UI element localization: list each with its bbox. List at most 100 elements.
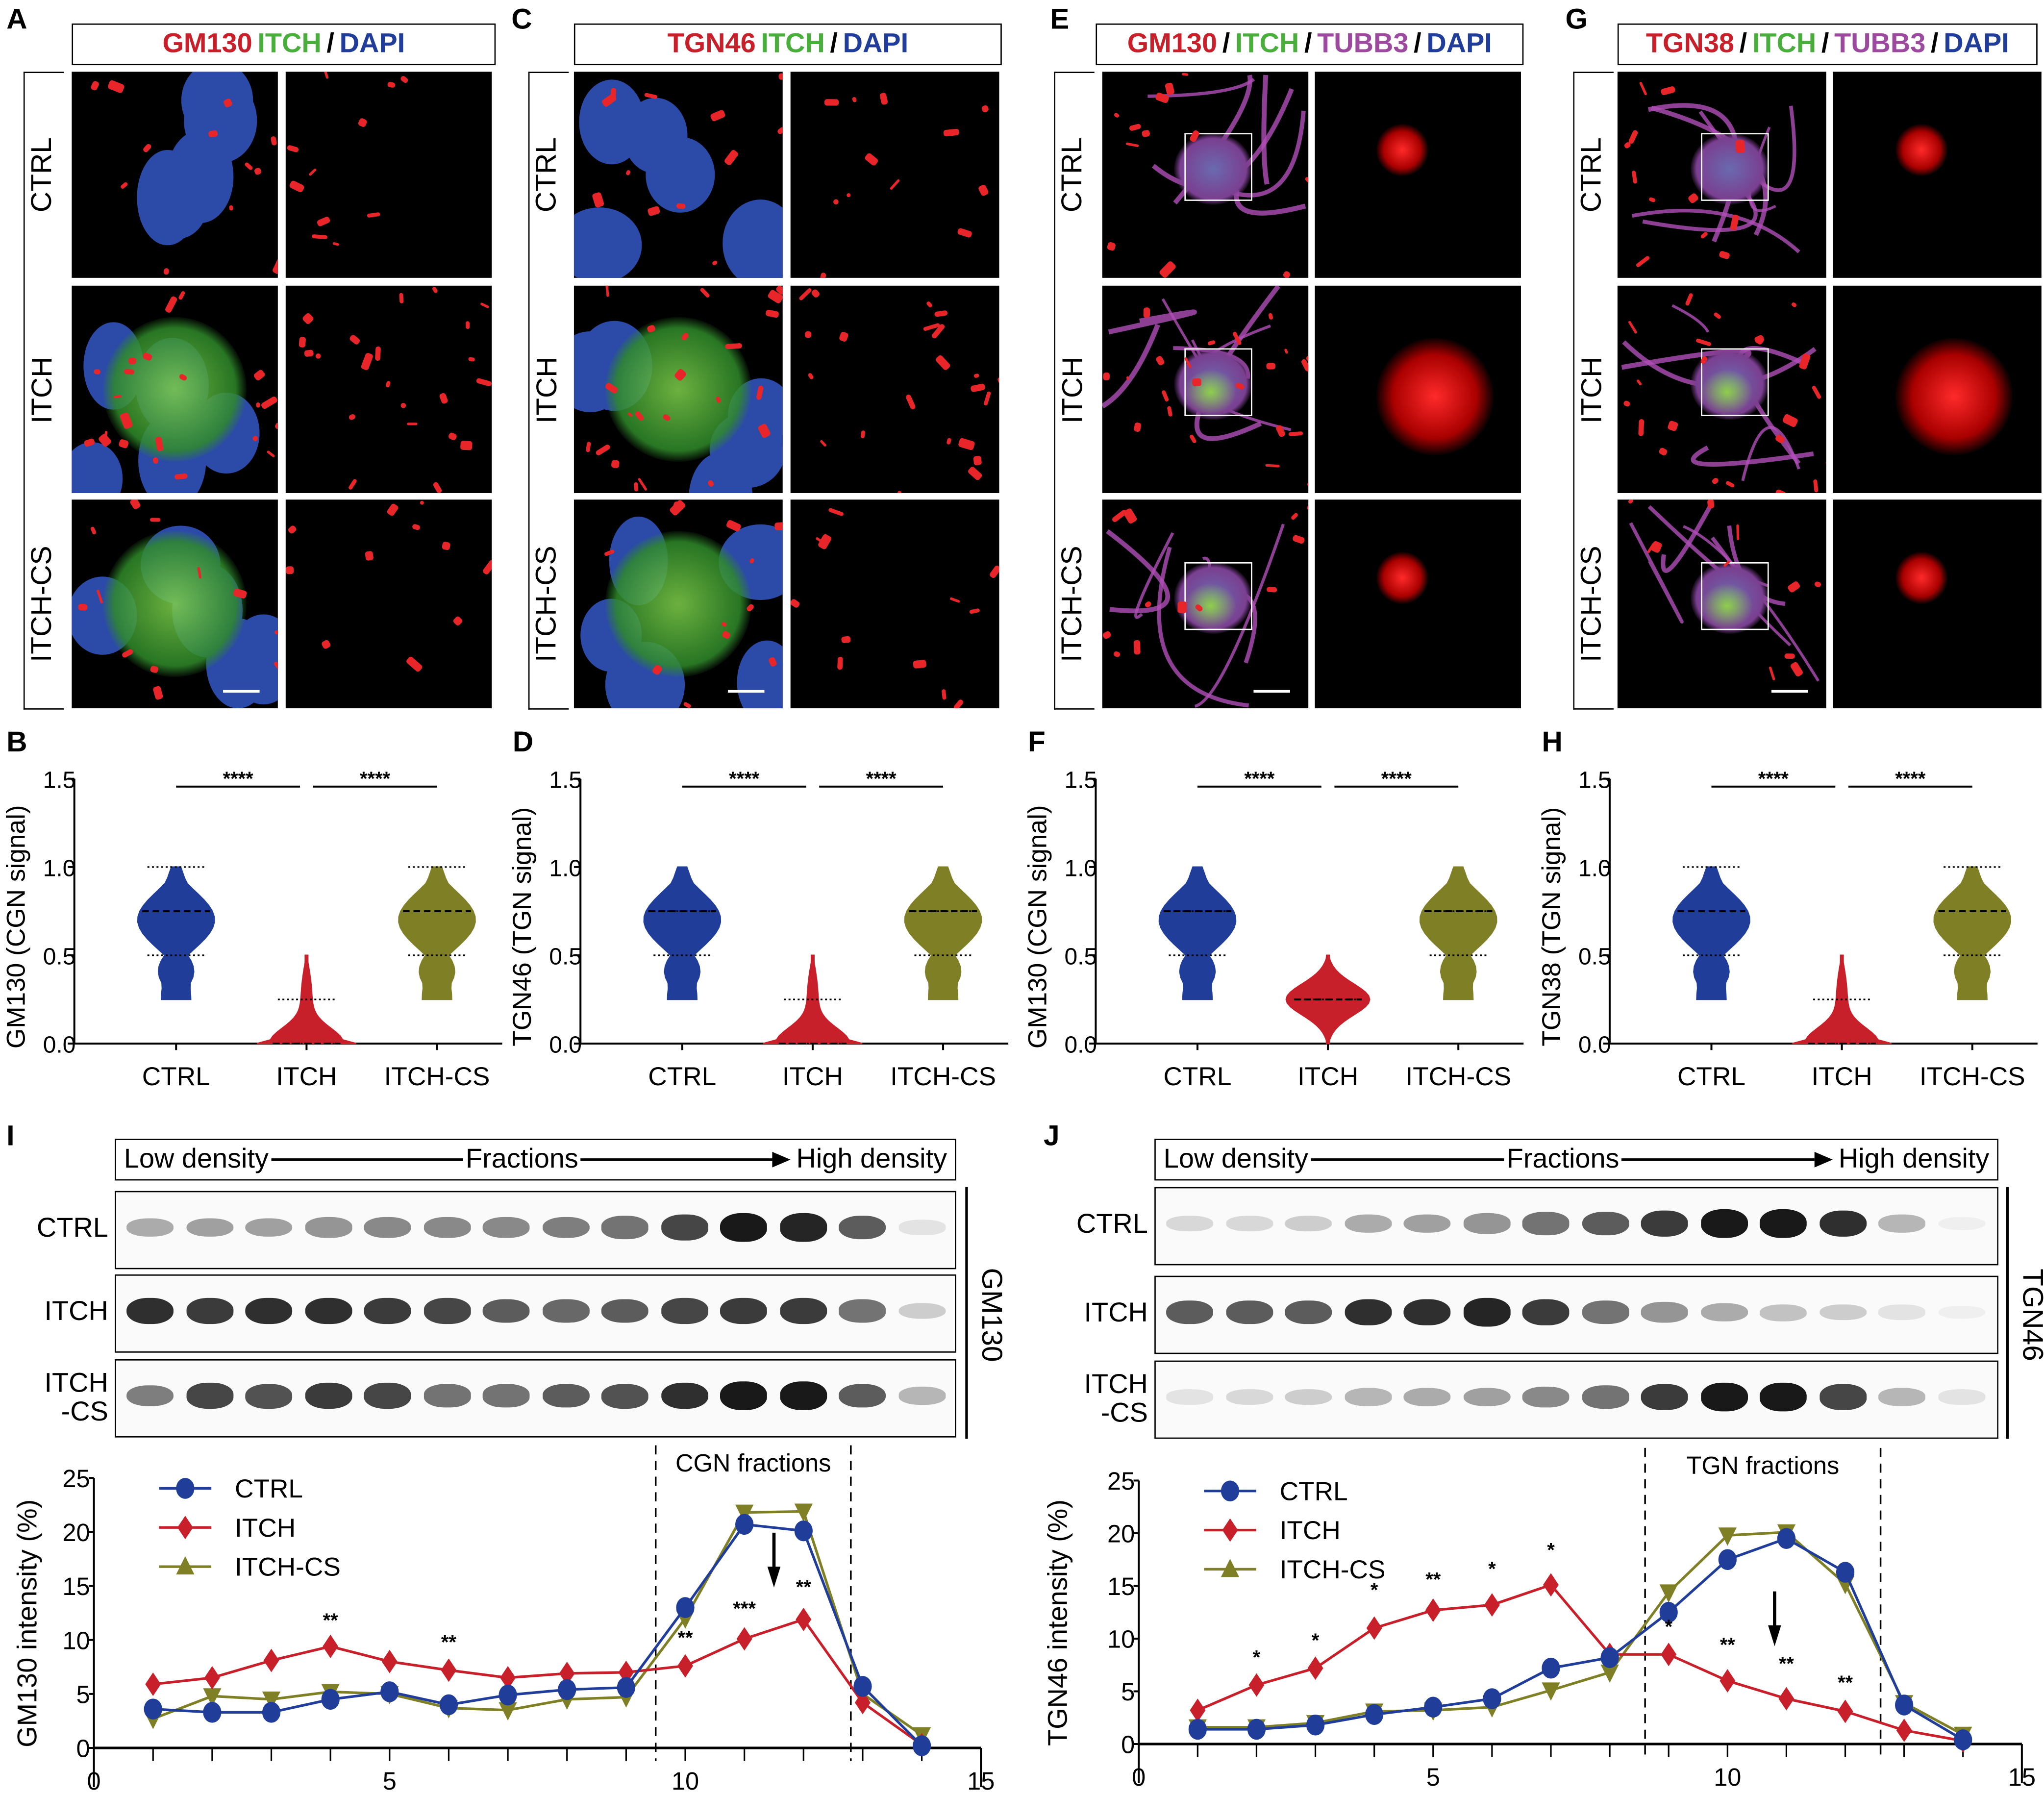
x-tick-label: 15 [967, 1767, 995, 1795]
golgi-signal [163, 268, 170, 275]
data-point-itch [1484, 1593, 1500, 1617]
y-tick-label: 0.5 [1064, 944, 1097, 970]
band [601, 1216, 648, 1239]
zoom-region-box [1184, 562, 1253, 630]
golgi-signal [348, 413, 356, 421]
red-channel-image [790, 72, 999, 278]
band [1641, 1210, 1688, 1237]
significance-label: ** [1779, 1653, 1795, 1675]
data-point-itch [1248, 1673, 1265, 1697]
nucleus [722, 199, 783, 278]
golgi-signal [774, 521, 783, 530]
golgi-signal [847, 193, 851, 198]
data-point-itch [1543, 1573, 1559, 1597]
y-tick-label: 15 [62, 1572, 90, 1600]
data-point-itch-cs [1777, 1524, 1796, 1543]
data-point-itch-cs [912, 1727, 931, 1745]
band [1166, 1390, 1213, 1404]
region-label: CGN fractions [675, 1449, 831, 1477]
band [1166, 1300, 1213, 1324]
golgi-signal [303, 348, 314, 357]
x-tick-label: ITCH [1297, 1062, 1358, 1091]
data-point-itch-cs [1306, 1715, 1325, 1734]
golgi-signal [311, 234, 327, 240]
row-label-bracket [528, 72, 569, 710]
data-point-itch-cs [1247, 1719, 1266, 1738]
golgi-signal [806, 372, 814, 380]
y-tick-label: 10 [62, 1626, 90, 1654]
significance-label: *** [733, 1598, 756, 1620]
band [1463, 1387, 1510, 1407]
band [1819, 1210, 1866, 1237]
zoom-region-box [1701, 348, 1769, 416]
band [1938, 1390, 1985, 1404]
band [1403, 1298, 1451, 1326]
data-point-ctrl [1718, 1549, 1737, 1571]
x-tick-label: ITCH-CS [1919, 1062, 2025, 1091]
data-point-itch [677, 1654, 693, 1678]
y-tick-label: 1.5 [1578, 767, 1611, 793]
neurite [1261, 75, 1270, 185]
data-point-ctrl [1836, 1562, 1855, 1583]
data-point-itch [204, 1666, 220, 1690]
band [1522, 1386, 1570, 1408]
golgi-signal [851, 96, 857, 102]
channel-label: ITCH [761, 28, 825, 59]
band [720, 1213, 767, 1242]
data-point-ctrl [1306, 1715, 1325, 1736]
golgi-signal [244, 162, 254, 172]
neurite [1147, 77, 1255, 98]
golgi-signal [972, 455, 982, 466]
violin-ctrl [137, 866, 215, 1000]
x-tick-label: 5 [1426, 1763, 1440, 1791]
data-point-itch [854, 1691, 871, 1715]
row-label: ITCH [529, 356, 562, 423]
y-axis-label: GM130 intensity (%) [12, 1499, 43, 1747]
data-point-ctrl [380, 1681, 399, 1702]
channel-label: DAPI [339, 28, 405, 59]
band [1759, 1303, 1807, 1321]
golgi-signal [228, 205, 234, 212]
row-label: ITCH [1055, 356, 1088, 423]
violin-ctrl [1158, 866, 1237, 1000]
data-point-itch [1778, 1687, 1795, 1711]
channel-label: / [326, 28, 334, 59]
data-point-ctrl [1542, 1657, 1560, 1679]
merged-image [573, 285, 783, 493]
channel-label: GM130 [1127, 28, 1218, 59]
y-tick-label: 25 [1107, 1467, 1135, 1495]
golgi-signal [1895, 123, 1948, 175]
significance-label: **** [1758, 768, 1789, 790]
itch-signal [605, 317, 751, 462]
golgi-signal [442, 542, 451, 552]
band [601, 1299, 648, 1323]
golgi-signal [129, 499, 141, 510]
panel-letter: C [511, 2, 532, 35]
merged-image [573, 499, 783, 709]
channel-label: / [1414, 28, 1421, 59]
band [1166, 1216, 1213, 1231]
series-line-itch [152, 1618, 923, 1746]
golgi-signal [420, 500, 425, 506]
data-point-ctrl [558, 1679, 576, 1700]
y-axis-label: GM130 (CGN signal) [2, 805, 31, 1048]
neurite [1691, 445, 1814, 467]
band [839, 1215, 886, 1240]
significance-label: ** [1720, 1634, 1736, 1656]
channel-label: / [1931, 28, 1939, 59]
golgi-signal [1266, 587, 1276, 593]
nucleus [184, 78, 258, 163]
band [779, 1381, 826, 1410]
golgi-signal [828, 508, 845, 517]
band [1403, 1214, 1451, 1233]
y-tick-label: 1.5 [1064, 767, 1097, 793]
itch-signal [605, 531, 751, 677]
data-point-ctrl [499, 1684, 517, 1706]
band [898, 1387, 946, 1405]
nucleus [573, 208, 642, 278]
golgi-signal [448, 431, 457, 440]
golgi-signal [360, 352, 374, 371]
channel-label: DAPI [843, 28, 909, 59]
red-channel-image [790, 285, 999, 493]
low-density-label: Low density [1163, 1144, 1308, 1174]
